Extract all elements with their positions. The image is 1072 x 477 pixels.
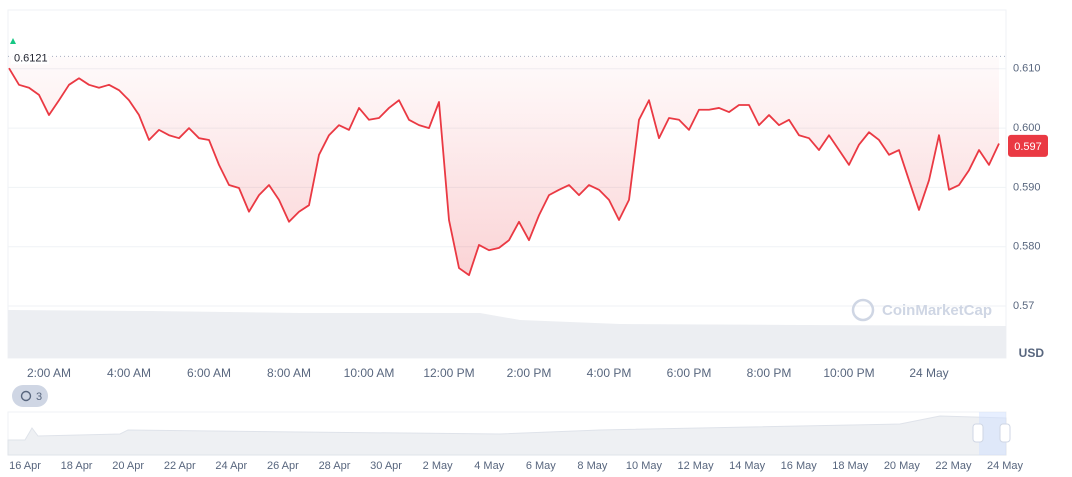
x-tick-label: 10:00 PM (823, 366, 874, 380)
x-tick-label: 12:00 PM (423, 366, 474, 380)
navigator-label: 30 Apr (370, 460, 402, 472)
navigator-label: 16 May (781, 460, 818, 472)
x-tick-label: 6:00 AM (187, 366, 231, 380)
navigator-label: 24 May (987, 460, 1024, 472)
x-tick-label: 8:00 PM (747, 366, 792, 380)
y-tick-label: 0.600 (1013, 122, 1041, 134)
x-tick-label: 4:00 PM (587, 366, 632, 380)
plot (8, 55, 1006, 277)
start-marker (10, 38, 16, 44)
x-tick-label: 2:00 PM (507, 366, 552, 380)
y-tick-label: 0.580 (1013, 241, 1041, 253)
x-tick-label: 8:00 AM (267, 366, 311, 380)
price-line (8, 67, 1000, 277)
x-tick-label: 24 May (909, 366, 948, 380)
watermark-logo (851, 298, 875, 322)
navigator-label: 14 May (729, 460, 766, 472)
navigator-label: 4 May (474, 460, 504, 472)
current-price-box (1008, 134, 1048, 157)
navigator-label: 20 May (884, 460, 921, 472)
navigator-label: 18 Apr (61, 460, 93, 472)
navigator-label: 10 May (626, 460, 663, 472)
x-tick-label: 10:00 AM (344, 366, 395, 380)
navigator-label: 8 May (577, 460, 607, 472)
navigator-handle[interactable] (972, 423, 984, 443)
x-tick-label: 2:00 AM (27, 366, 71, 380)
y-tick-label: 0.57 (1013, 300, 1034, 312)
navigator-label: 18 May (832, 460, 869, 472)
navigator-area (7, 415, 1007, 456)
y-tick-label: 0.590 (1013, 181, 1041, 193)
navigator-label: 12 May (678, 460, 715, 472)
navigator-label: 26 Apr (267, 460, 299, 472)
navigator-label: 16 Apr (9, 460, 41, 472)
currency-label: USD (1019, 346, 1045, 360)
navigator-label: 20 Apr (112, 460, 144, 472)
navigator-label: 24 Apr (215, 460, 247, 472)
x-tick-label: 4:00 AM (107, 366, 151, 380)
navigator-label: 22 Apr (164, 460, 196, 472)
open-price-label: 0.6121 (14, 52, 48, 64)
history-badge[interactable]: 3 (12, 385, 48, 407)
volume-area (8, 310, 1006, 358)
navigator-labels: 16 Apr 18 Apr 20 Apr 22 Apr 24 Apr 26 Apr 28 A… (9, 460, 1023, 472)
navigator-handle[interactable] (999, 423, 1011, 443)
current-price-label: 0.597 (1014, 141, 1042, 153)
navigator[interactable] (7, 411, 1011, 456)
navigator-label: 6 May (526, 460, 556, 472)
navigator-label: 22 May (935, 460, 972, 472)
badge-icon (20, 390, 32, 402)
y-tick-label: 0.610 (1013, 63, 1041, 75)
price-area (9, 56, 999, 276)
x-tick-label: 6:00 PM (667, 366, 712, 380)
watermark: CoinMarketCap (851, 298, 992, 322)
watermark-text: CoinMarketCap (882, 302, 992, 319)
badge-text: 3 (36, 391, 42, 403)
navigator-label: 28 Apr (319, 460, 351, 472)
navigator-label: 2 May (423, 460, 453, 472)
open-price-label-bg (11, 50, 49, 65)
